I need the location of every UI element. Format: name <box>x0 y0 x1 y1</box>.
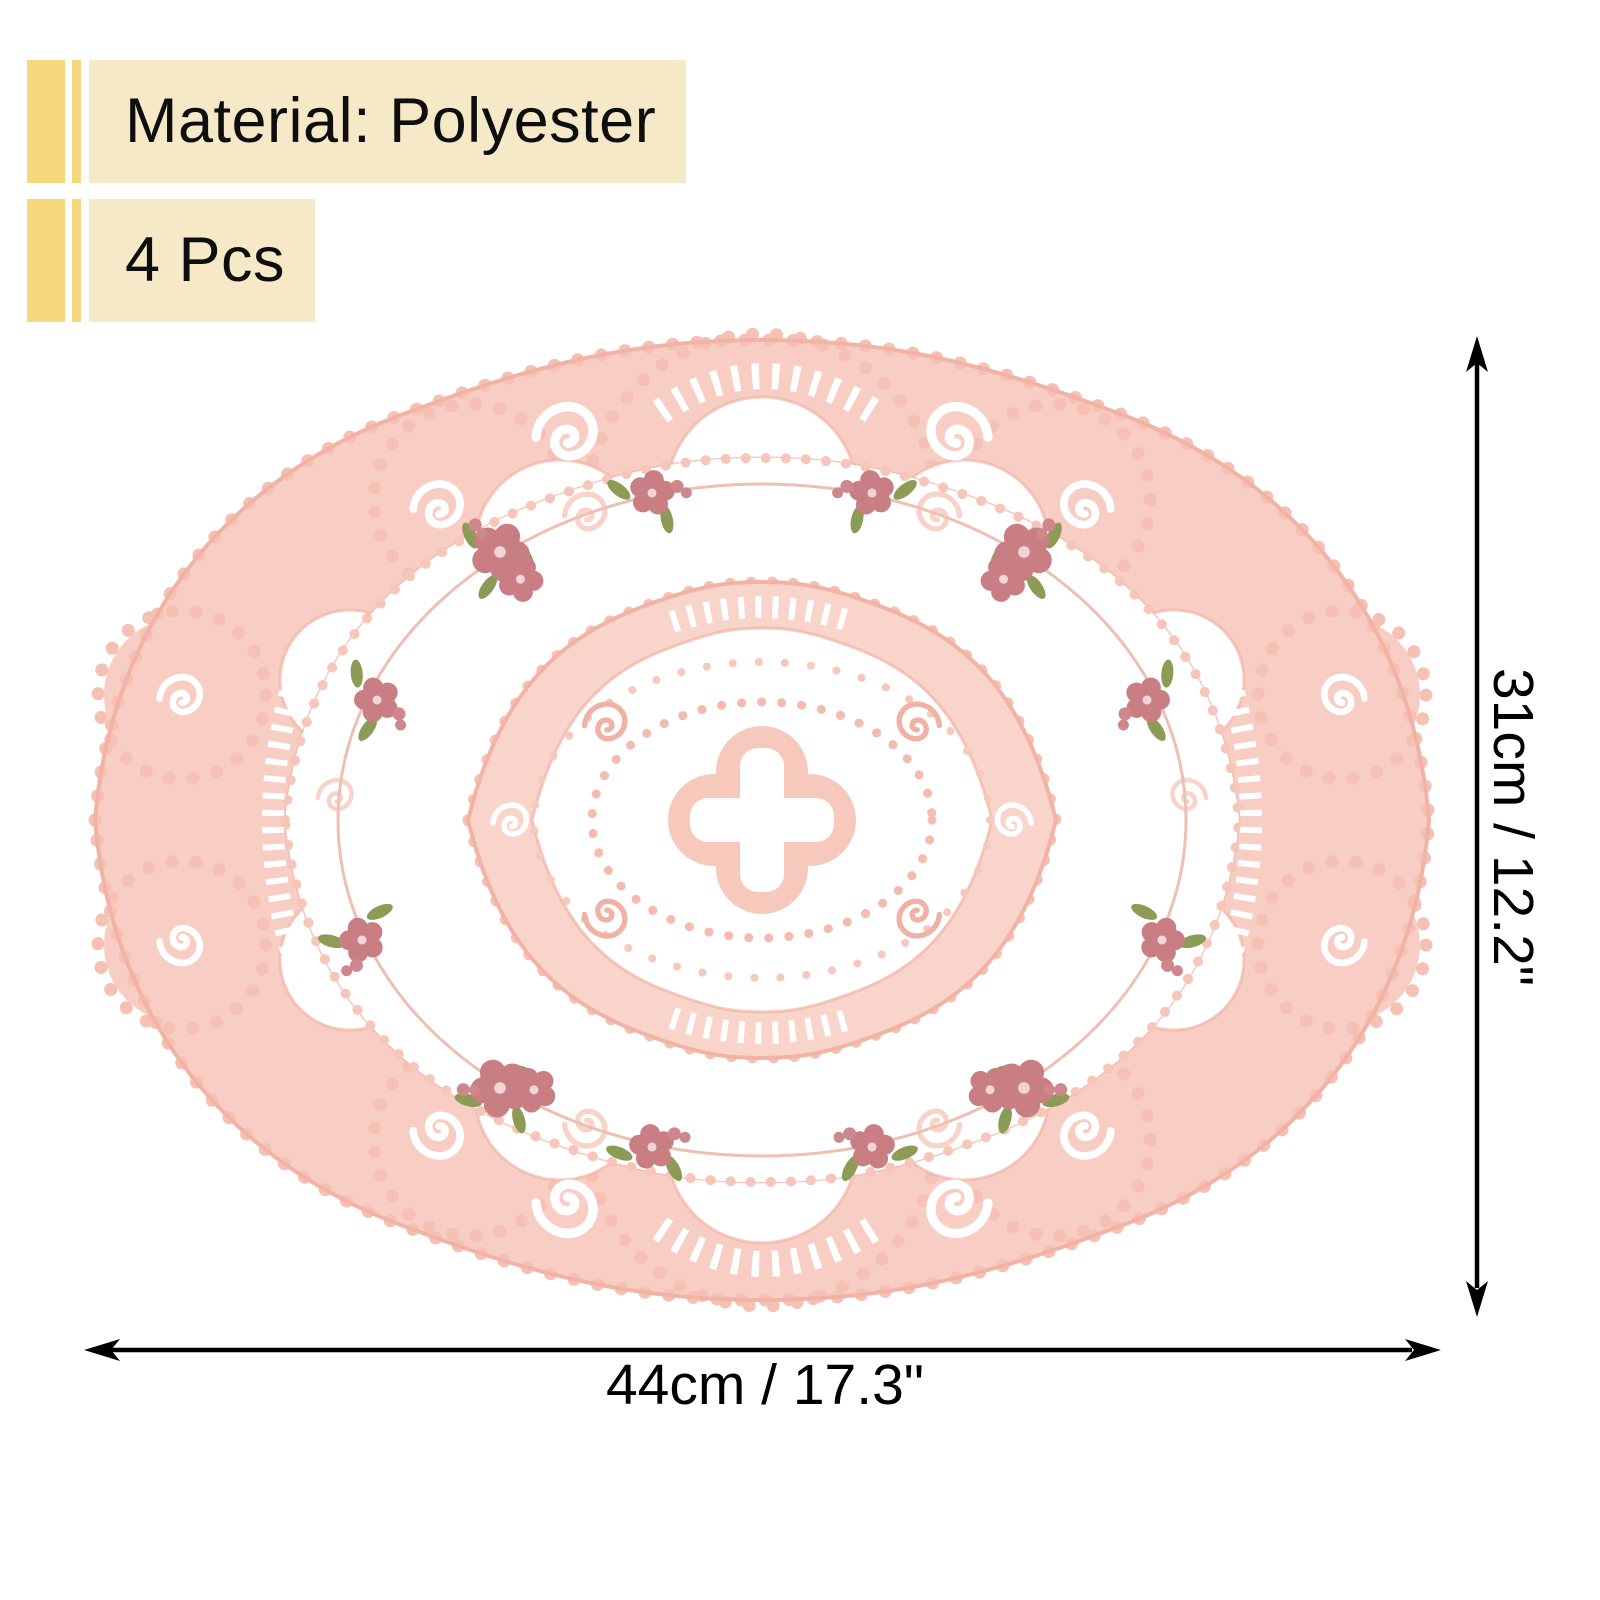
width-dimension-arrow <box>84 1339 1441 1361</box>
width-dimension-label: 44cm / 17.3" <box>606 1353 924 1417</box>
height-dimension-arrow <box>1466 336 1488 1317</box>
arrow-down-head-icon <box>1466 1281 1488 1317</box>
badge-accent-bar <box>27 199 65 322</box>
flower-garland <box>307 463 1217 1192</box>
material-badge-label: Material: Polyester <box>89 60 687 183</box>
lace-placemat-illustration <box>95 327 1429 1313</box>
arrow-up-head-icon <box>1466 336 1488 372</box>
badge-accent-bar <box>27 60 65 183</box>
material-badge: Material: Polyester <box>27 60 687 183</box>
badge-accent-stripe <box>72 60 81 183</box>
center-medallion <box>468 582 1056 1058</box>
badge-accent-stripe <box>72 199 81 322</box>
arrow-left-head-icon <box>84 1339 120 1361</box>
pieces-badge: 4 Pcs <box>27 199 316 322</box>
pieces-badge-label: 4 Pcs <box>89 199 316 322</box>
height-dimension-label: 31cm / 12.2" <box>1481 668 1545 986</box>
arrow-right-head-icon <box>1405 1339 1441 1361</box>
medallion-quatrefoil <box>668 726 856 914</box>
